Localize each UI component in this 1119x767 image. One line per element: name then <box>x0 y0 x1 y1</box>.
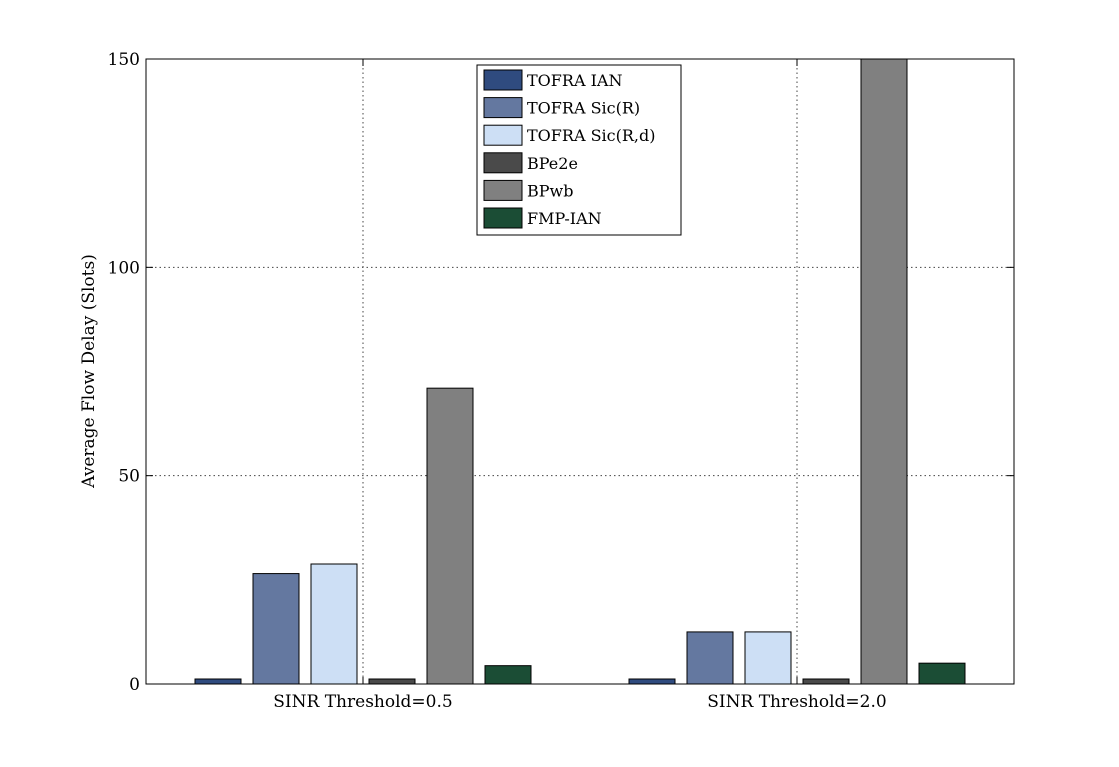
bar-bpe2e <box>368 678 416 685</box>
y-tick-label: 50 <box>118 467 140 487</box>
x-axis-categories: SINR Threshold=0.5 SINR Threshold=2.0 <box>273 692 886 712</box>
legend-swatch <box>483 69 523 91</box>
x-category-label: SINR Threshold=0.5 <box>273 692 452 712</box>
legend-swatch <box>483 152 523 174</box>
legend-label: BPwb <box>527 181 573 200</box>
legend-item: FMP-IAN <box>483 207 602 229</box>
legend-swatch <box>483 207 523 229</box>
x-category-label: SINR Threshold=2.0 <box>707 692 886 712</box>
legend-box <box>476 64 682 236</box>
y-tick-label: 100 <box>108 258 140 278</box>
bar-fmp-ian <box>918 662 966 685</box>
bars <box>194 58 966 685</box>
legend-swatch <box>483 179 523 201</box>
legend-swatch <box>483 97 523 119</box>
y-tick-label: 150 <box>108 50 140 70</box>
bar-tofra-sic-r <box>252 573 300 685</box>
legend-label: TOFRA Sic(R) <box>527 99 640 118</box>
legend-label: FMP-IAN <box>527 209 602 228</box>
plot-frame <box>145 58 1015 685</box>
legend: TOFRA IAN TOFRA Sic(R) TOFRA Sic(R,d) BPe2e… <box>476 64 682 236</box>
bar-bpwb <box>860 58 908 685</box>
legend-item: TOFRA Sic(R,d) <box>483 124 655 146</box>
legend-label: BPe2e <box>527 154 578 173</box>
legend-item: TOFRA Sic(R) <box>483 97 640 119</box>
legend-label: TOFRA IAN <box>527 71 622 90</box>
legend-item: BPe2e <box>483 152 578 174</box>
bar-tofra-ian <box>194 678 242 685</box>
legend-swatch <box>483 124 523 146</box>
y-tick-label: 0 <box>129 675 140 695</box>
legend-item: BPwb <box>483 179 573 201</box>
y-axis-ticks: 0 50 100 150 <box>108 50 1014 695</box>
legend-item: TOFRA IAN <box>483 69 622 91</box>
bar-tofra-sic-r <box>686 631 734 685</box>
bar-tofra-sic-r-d <box>310 563 358 685</box>
bar-bpwb <box>426 387 474 685</box>
bar-tofra-sic-r-d <box>744 631 792 685</box>
bar-fmp-ian <box>484 665 532 685</box>
grid-lines <box>146 59 1014 684</box>
legend-label: TOFRA Sic(R,d) <box>527 126 655 145</box>
y-axis-label: Average Flow Delay (Slots) <box>79 254 99 489</box>
bar-bpe2e <box>802 678 850 685</box>
bar-tofra-ian <box>628 678 676 685</box>
